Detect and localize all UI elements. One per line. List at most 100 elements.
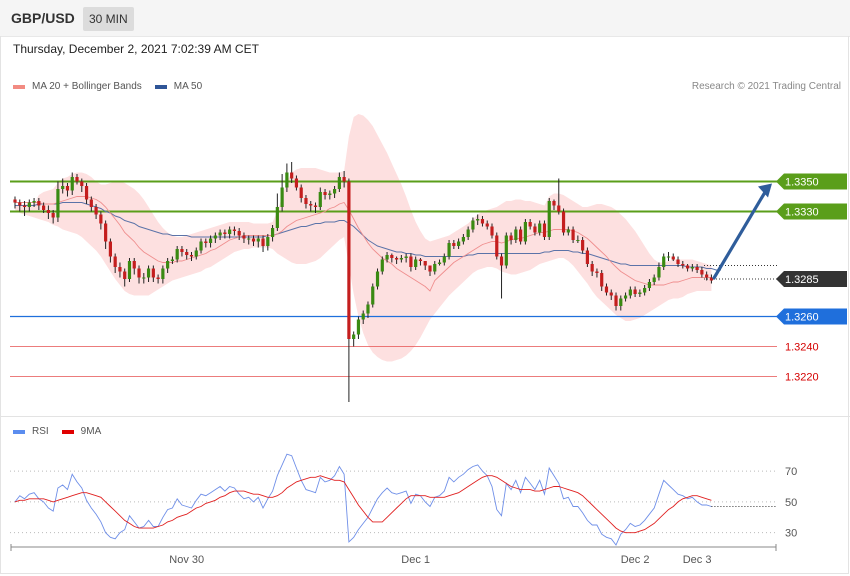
ma50-line xyxy=(15,202,721,271)
candle-body xyxy=(313,205,318,207)
candle-body xyxy=(595,271,599,273)
candle-body xyxy=(228,229,232,234)
candle-body xyxy=(485,223,489,227)
candle-body xyxy=(352,334,356,339)
candle-body xyxy=(304,198,308,204)
candle-body xyxy=(695,267,699,270)
candle-body xyxy=(619,298,623,306)
candle-body xyxy=(628,289,632,296)
candle-body xyxy=(299,187,303,198)
candle-body xyxy=(80,181,84,186)
candle-body xyxy=(18,202,22,206)
candle-body xyxy=(42,205,46,210)
bollinger-band xyxy=(15,114,712,362)
candle-body xyxy=(151,268,155,278)
price-legend: MA 20 + Bollinger Bands MA 50 xyxy=(13,81,215,92)
candle-body xyxy=(223,232,227,234)
candle-body xyxy=(609,292,613,296)
candle-body xyxy=(633,289,637,294)
candle-body xyxy=(270,228,275,237)
candle-body xyxy=(490,226,494,236)
resistance-tag-1 xyxy=(776,203,847,220)
candle-body xyxy=(37,201,41,206)
symbol-title: GBP/USD xyxy=(11,10,75,26)
rsi9ma-legend-label: 9MA xyxy=(80,426,102,437)
candle-body xyxy=(576,240,580,241)
candle-body xyxy=(332,189,337,194)
projection-arrow-line xyxy=(712,189,768,280)
target-label-5: 1.3220 xyxy=(785,372,819,384)
rsi-tick-50: 50 xyxy=(785,497,797,509)
ma20-legend-swatch xyxy=(13,84,25,89)
candle-body xyxy=(509,235,513,240)
header-bar: GBP/USD 30 MIN xyxy=(0,0,850,37)
candle-body xyxy=(643,288,647,293)
candle-body xyxy=(457,241,461,246)
support-tag-3 xyxy=(776,308,847,325)
candle-body xyxy=(409,256,413,267)
ma50-legend-swatch xyxy=(154,84,167,89)
candle-body xyxy=(571,229,575,240)
chart-timestamp: Thursday, December 2, 2021 7:02:39 AM CE… xyxy=(13,42,259,56)
candle-body xyxy=(309,204,313,206)
candle-body xyxy=(261,238,265,246)
candle-body xyxy=(175,249,179,260)
candle-body xyxy=(466,229,470,237)
ma20-line xyxy=(15,196,712,292)
candle-body xyxy=(380,259,384,272)
panel-divider xyxy=(0,416,850,417)
candle-body xyxy=(342,177,346,182)
candle-body xyxy=(600,273,604,287)
candle-body xyxy=(461,237,465,242)
candle-body xyxy=(519,229,523,242)
candle-body xyxy=(538,223,542,233)
candle-body xyxy=(471,220,475,230)
candle-body xyxy=(237,231,241,236)
candle-body xyxy=(285,172,289,188)
candle-body xyxy=(437,262,442,264)
candle-body xyxy=(428,265,432,272)
candle-body xyxy=(123,271,127,279)
resistance-label-0: 1.3350 xyxy=(785,177,819,189)
candle-body xyxy=(390,255,394,258)
candle-body xyxy=(199,241,203,251)
x-tick-label: Nov 30 xyxy=(169,554,204,566)
candle-body xyxy=(705,274,709,278)
candle-body xyxy=(366,304,370,314)
rsi-legend: RSI 9MA xyxy=(13,426,114,437)
ma50-legend-label: MA 50 xyxy=(173,81,203,92)
candle-body xyxy=(395,258,399,260)
candle-body xyxy=(204,241,208,243)
candle-body xyxy=(709,277,714,281)
candle-body xyxy=(590,264,594,272)
candle-body xyxy=(676,259,680,264)
candle-body xyxy=(232,229,237,231)
candle-body xyxy=(404,256,408,258)
projection-arrow-head xyxy=(758,183,772,198)
credit-text: Research © 2021 Trading Central xyxy=(691,81,841,92)
candle-body xyxy=(533,226,537,233)
candle-body xyxy=(581,240,585,251)
candle-body xyxy=(614,295,618,306)
timeframe-button[interactable]: 30 MIN xyxy=(83,7,134,31)
candle-body xyxy=(70,177,74,191)
rsi9ma-legend-swatch xyxy=(61,429,74,434)
candle-body xyxy=(166,261,170,269)
resistance-tag-0 xyxy=(776,173,847,190)
candle-body xyxy=(542,223,547,237)
candle-body xyxy=(180,249,184,252)
candle-body xyxy=(132,261,136,269)
candle-body xyxy=(118,267,122,272)
candle-body xyxy=(399,258,403,260)
target-label-4: 1.3240 xyxy=(785,342,819,354)
candle-body xyxy=(328,193,332,195)
candle-body xyxy=(137,268,141,278)
rsi-legend-swatch xyxy=(13,429,25,434)
support-label-3: 1.3260 xyxy=(785,312,819,324)
candle-body xyxy=(294,178,299,188)
candle-body xyxy=(514,229,518,240)
rsi-legend-label: RSI xyxy=(32,426,49,437)
candle-body xyxy=(547,201,551,237)
candle-body xyxy=(218,232,222,236)
